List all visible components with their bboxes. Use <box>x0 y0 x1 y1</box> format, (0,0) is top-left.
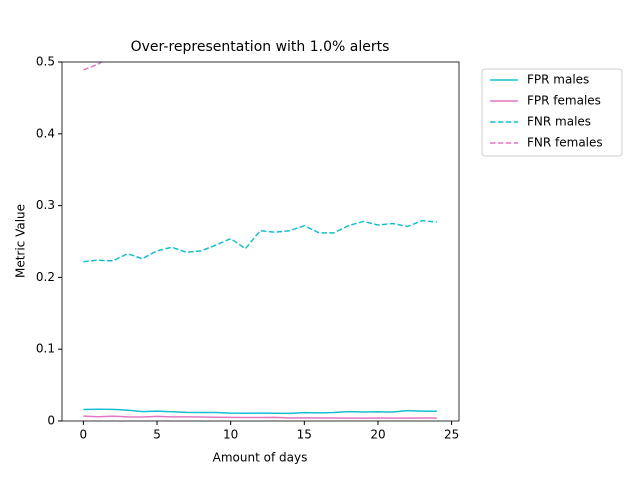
y-tick-label: 0.4 <box>36 126 55 140</box>
series-line <box>83 219 437 263</box>
x-tick-label: 0 <box>80 428 88 442</box>
x-tick-label: 20 <box>370 428 385 442</box>
plot-lines <box>83 62 437 419</box>
legend-label: FPR males <box>527 73 589 87</box>
y-tick-label: 0 <box>47 414 55 428</box>
series-line <box>83 408 437 415</box>
chart-title: Over-representation with 1.0% alerts <box>131 39 390 55</box>
x-axis-label: Amount of days <box>213 451 308 465</box>
series-line <box>83 415 437 419</box>
x-tick-label: 5 <box>153 428 161 442</box>
legend-label: FNR males <box>527 115 591 129</box>
y-tick-label: 0.5 <box>36 55 55 69</box>
y-tick-label: 0.3 <box>36 198 55 212</box>
x-tick-label: 15 <box>297 428 312 442</box>
x-tick-label: 10 <box>223 428 238 442</box>
y-tick-label: 0.2 <box>36 270 55 284</box>
plot-frame <box>61 61 460 422</box>
y-axis-label: Metric Value <box>14 204 28 278</box>
y-tick-label: 0.1 <box>36 342 55 356</box>
x-tick-label: 25 <box>444 428 459 442</box>
legend-box <box>481 68 623 157</box>
legend-label: FNR females <box>527 136 603 150</box>
legend-label: FPR females <box>527 94 601 108</box>
series-line <box>83 62 103 71</box>
